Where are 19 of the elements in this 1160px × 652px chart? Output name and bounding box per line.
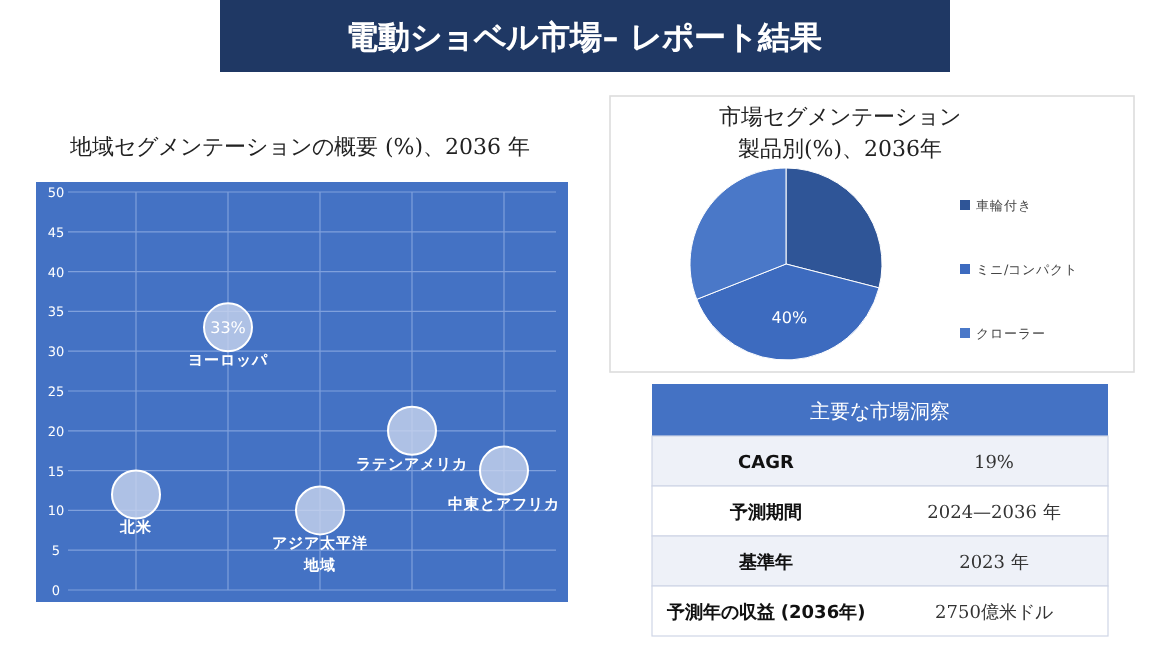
text: 予測期間	[728, 502, 802, 524]
text: 基準年	[737, 552, 793, 574]
text: 2750億米ドル	[935, 602, 1053, 624]
text: 電動ショベル市場– レポート結果	[346, 18, 824, 56]
text: 予測年の収益 (2036年)	[664, 602, 866, 624]
point	[111, 469, 161, 520]
chart-title: 市場セグメンテーション	[719, 104, 961, 130]
text: 主要な市場洞察	[810, 400, 950, 424]
point	[295, 485, 345, 536]
text: 2024—2036 年	[927, 502, 1061, 524]
point	[479, 445, 529, 496]
text: 19%	[973, 454, 1015, 474]
data-label: 33%	[210, 319, 247, 338]
point	[387, 405, 437, 456]
text: 2023 年	[959, 552, 1029, 574]
data-label: 40%	[771, 308, 808, 327]
chart-subtitle: 製品別(%)、2036年	[737, 136, 943, 162]
text: CAGR	[738, 454, 795, 474]
chart-title: 地域セグメンテーションの概要 (%)、2036 年	[67, 134, 531, 160]
